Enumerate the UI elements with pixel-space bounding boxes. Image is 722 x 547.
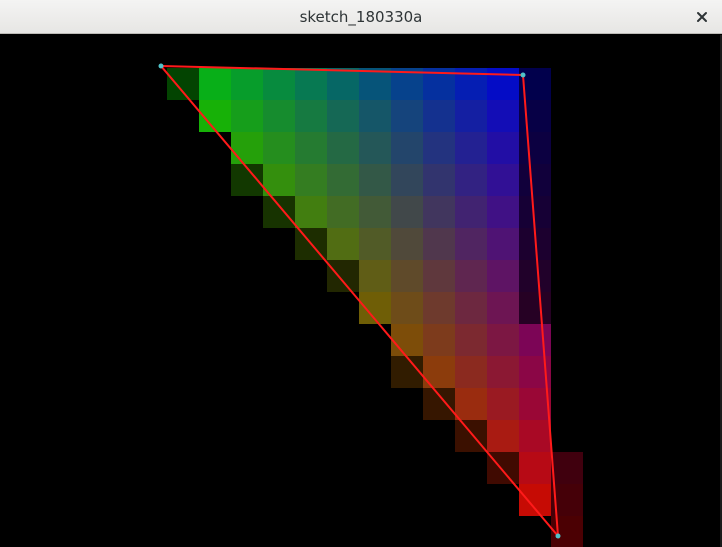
color-cell: [295, 100, 327, 132]
color-cell: [327, 68, 359, 100]
vertex-marker-top-right[interactable]: [520, 72, 526, 78]
vertex-marker-top-left[interactable]: [158, 63, 164, 69]
color-cell: [551, 452, 583, 484]
color-cell: [519, 164, 551, 196]
color-cell: [487, 356, 519, 388]
color-cell: [487, 100, 519, 132]
color-cell: [423, 292, 455, 324]
color-cell: [391, 356, 423, 388]
color-cell: [231, 100, 263, 132]
color-cell: [359, 132, 391, 164]
color-cell: [359, 228, 391, 260]
color-cell: [295, 132, 327, 164]
color-cell: [487, 292, 519, 324]
color-cell: [423, 132, 455, 164]
color-cell: [519, 420, 551, 452]
window-title: sketch_180330a: [299, 8, 423, 26]
color-cell: [263, 100, 295, 132]
color-cell: [455, 356, 487, 388]
color-cell: [455, 260, 487, 292]
color-cell: [423, 228, 455, 260]
color-cell: [391, 100, 423, 132]
color-cell: [423, 260, 455, 292]
color-cell: [359, 164, 391, 196]
color-cell: [327, 260, 359, 292]
color-cell: [359, 260, 391, 292]
color-cell: [423, 388, 455, 420]
color-cell: [295, 68, 327, 100]
color-cell: [391, 228, 423, 260]
color-cell: [519, 324, 551, 356]
sketch-drawing: [158, 63, 583, 547]
color-cell: [551, 516, 583, 547]
color-cell: [391, 132, 423, 164]
color-cell: [487, 388, 519, 420]
vertex-marker-bottom[interactable]: [555, 533, 561, 539]
color-cell: [423, 100, 455, 132]
color-cell: [359, 100, 391, 132]
color-cell: [263, 196, 295, 228]
color-cell: [519, 100, 551, 132]
color-cell: [359, 196, 391, 228]
color-cell: [487, 164, 519, 196]
color-cell: [391, 292, 423, 324]
color-cell: [295, 196, 327, 228]
color-cell: [455, 388, 487, 420]
color-cell: [487, 68, 519, 100]
color-cell: [455, 228, 487, 260]
color-cell: [231, 132, 263, 164]
color-cell: [455, 100, 487, 132]
color-cell: [519, 260, 551, 292]
color-cell: [487, 132, 519, 164]
color-cell: [263, 68, 295, 100]
close-button[interactable]: [690, 5, 714, 29]
triangle-outline: [158, 64, 560, 540]
color-cell: [455, 324, 487, 356]
color-cell: [263, 132, 295, 164]
color-cell: [231, 68, 263, 100]
color-cell: [519, 292, 551, 324]
color-cell: [487, 324, 519, 356]
color-cell: [455, 292, 487, 324]
color-cell: [391, 164, 423, 196]
color-cell: [391, 196, 423, 228]
color-cell: [455, 196, 487, 228]
color-cell: [327, 100, 359, 132]
color-cell: [327, 196, 359, 228]
color-cell: [423, 324, 455, 356]
close-icon: [697, 12, 707, 22]
color-cell: [359, 68, 391, 100]
color-cell: [423, 164, 455, 196]
color-cell: [423, 196, 455, 228]
color-cell: [327, 132, 359, 164]
color-cell: [327, 164, 359, 196]
title-bar[interactable]: sketch_180330a: [0, 0, 722, 34]
color-cell: [391, 324, 423, 356]
color-cell: [167, 68, 199, 100]
color-cell: [199, 68, 231, 100]
color-cell: [391, 260, 423, 292]
color-cell: [487, 260, 519, 292]
window-border: [720, 35, 722, 547]
color-cell: [519, 388, 551, 420]
sketch-canvas[interactable]: [0, 35, 722, 547]
color-cell: [519, 484, 551, 516]
color-cell: [263, 164, 295, 196]
color-cell: [487, 196, 519, 228]
color-cell: [519, 132, 551, 164]
color-cell: [487, 228, 519, 260]
color-cell: [519, 452, 551, 484]
color-cell: [487, 420, 519, 452]
color-cell: [295, 164, 327, 196]
color-cell: [455, 164, 487, 196]
color-cell: [327, 228, 359, 260]
color-cells: [167, 68, 583, 547]
color-cell: [455, 132, 487, 164]
